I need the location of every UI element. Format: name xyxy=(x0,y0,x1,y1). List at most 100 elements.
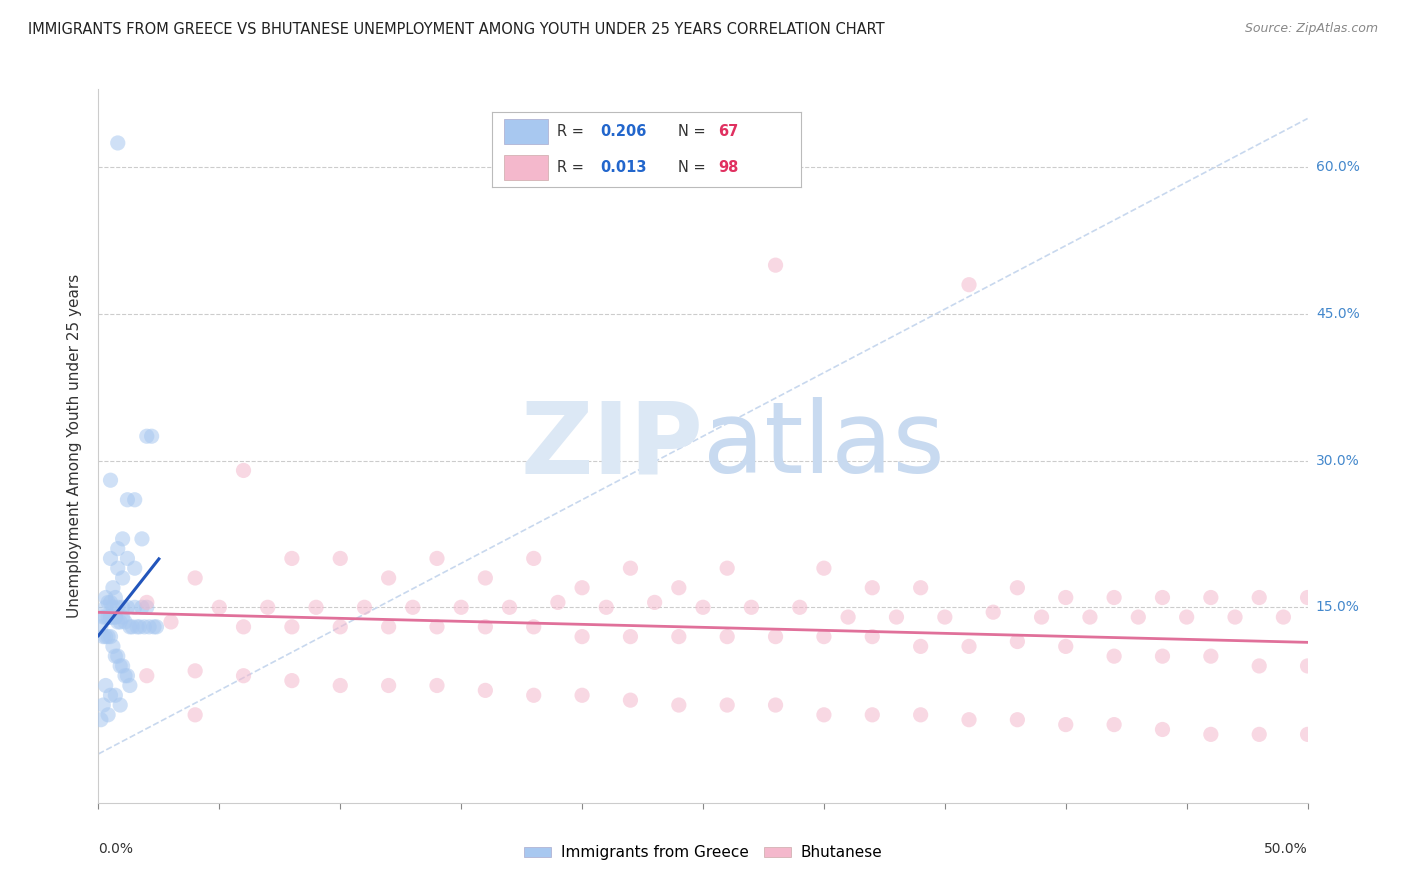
Point xyxy=(474,620,496,634)
Point xyxy=(232,669,254,683)
Point xyxy=(107,649,129,664)
Text: R =: R = xyxy=(557,160,589,175)
Point xyxy=(402,600,425,615)
Point xyxy=(329,620,352,634)
Point xyxy=(117,669,139,683)
Point xyxy=(134,620,156,634)
Point xyxy=(100,610,122,624)
Point xyxy=(94,630,117,644)
FancyBboxPatch shape xyxy=(505,154,548,179)
Point xyxy=(108,698,131,712)
Legend: Immigrants from Greece, Bhutanese: Immigrants from Greece, Bhutanese xyxy=(517,839,889,866)
Point xyxy=(101,581,124,595)
Point xyxy=(1054,591,1077,605)
Point xyxy=(145,620,167,634)
Text: IMMIGRANTS FROM GREECE VS BHUTANESE UNEMPLOYMENT AMONG YOUTH UNDER 25 YEARS CORR: IMMIGRANTS FROM GREECE VS BHUTANESE UNEM… xyxy=(28,22,884,37)
Text: R =: R = xyxy=(557,124,589,139)
Point xyxy=(860,707,883,722)
Point xyxy=(108,659,131,673)
Point xyxy=(813,707,835,722)
Point xyxy=(692,600,714,615)
Point xyxy=(118,620,141,634)
Point xyxy=(765,630,787,644)
Point xyxy=(595,600,617,615)
Point xyxy=(910,707,932,722)
Point xyxy=(104,610,127,624)
Point xyxy=(377,620,399,634)
Point xyxy=(377,571,399,585)
Point xyxy=(94,591,117,605)
Point xyxy=(1054,717,1077,731)
Point xyxy=(498,600,520,615)
Point xyxy=(104,610,127,624)
Point xyxy=(1296,727,1319,741)
Point xyxy=(860,581,883,595)
Text: 15.0%: 15.0% xyxy=(1316,600,1360,615)
Point xyxy=(1152,591,1174,605)
Point xyxy=(135,595,157,609)
Point xyxy=(813,630,835,644)
Point xyxy=(1078,610,1101,624)
Y-axis label: Unemployment Among Youth under 25 years: Unemployment Among Youth under 25 years xyxy=(67,274,83,618)
Point xyxy=(1296,659,1319,673)
Point xyxy=(114,615,136,629)
Point xyxy=(104,591,127,605)
Point xyxy=(100,688,122,702)
Point xyxy=(111,571,134,585)
Point xyxy=(135,669,157,683)
Point xyxy=(117,551,139,566)
Point xyxy=(117,600,139,615)
Point xyxy=(184,664,207,678)
Point xyxy=(765,258,787,272)
Point xyxy=(910,581,932,595)
Point xyxy=(740,600,762,615)
Point xyxy=(765,698,787,712)
Point xyxy=(619,561,641,575)
Point xyxy=(377,678,399,692)
Point xyxy=(1199,649,1222,664)
Point xyxy=(426,551,449,566)
Point xyxy=(1102,591,1125,605)
Point xyxy=(160,615,183,629)
Point xyxy=(1031,610,1053,624)
Text: 30.0%: 30.0% xyxy=(1316,454,1360,467)
Point xyxy=(91,610,114,624)
Point xyxy=(232,620,254,634)
Point xyxy=(934,610,956,624)
Text: N =: N = xyxy=(678,160,710,175)
Point xyxy=(1102,717,1125,731)
Point xyxy=(668,630,690,644)
Point xyxy=(1199,591,1222,605)
Point xyxy=(121,620,143,634)
Point xyxy=(1199,727,1222,741)
Point xyxy=(138,620,160,634)
Point xyxy=(135,429,157,443)
Point xyxy=(111,659,134,673)
Point xyxy=(668,698,690,712)
Point xyxy=(107,600,129,615)
Point xyxy=(426,678,449,692)
Point xyxy=(450,600,472,615)
Point xyxy=(117,492,139,507)
Point xyxy=(668,581,690,595)
Point xyxy=(118,678,141,692)
Point xyxy=(143,620,166,634)
Point xyxy=(1296,591,1319,605)
FancyBboxPatch shape xyxy=(505,119,548,145)
Point xyxy=(94,610,117,624)
Point xyxy=(135,600,157,615)
Point xyxy=(644,595,666,609)
Point xyxy=(860,630,883,644)
Point xyxy=(957,277,980,292)
Point xyxy=(281,551,304,566)
Point xyxy=(957,713,980,727)
Point xyxy=(107,561,129,575)
Text: atlas: atlas xyxy=(703,398,945,494)
Point xyxy=(426,620,449,634)
Point xyxy=(90,620,112,634)
Point xyxy=(1249,591,1271,605)
Point xyxy=(97,707,120,722)
Point xyxy=(97,610,120,624)
Point xyxy=(94,600,117,615)
Point xyxy=(111,610,134,624)
